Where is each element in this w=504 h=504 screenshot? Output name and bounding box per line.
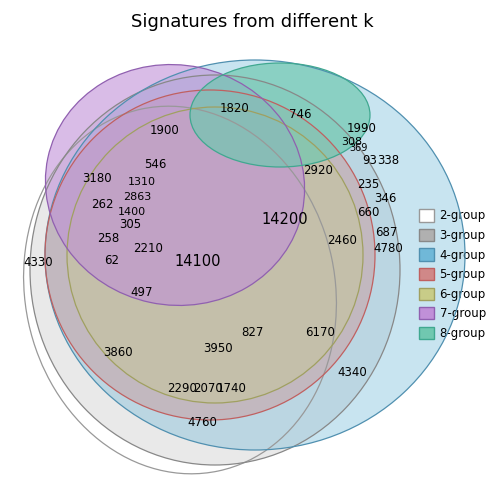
- Ellipse shape: [45, 90, 375, 420]
- Text: 3950: 3950: [203, 342, 233, 354]
- Text: 687: 687: [375, 225, 397, 238]
- Ellipse shape: [45, 60, 465, 450]
- Text: 305: 305: [119, 219, 141, 231]
- Text: 235: 235: [357, 178, 379, 192]
- Text: 746: 746: [289, 108, 311, 121]
- Text: 1400: 1400: [118, 207, 146, 217]
- Ellipse shape: [67, 107, 363, 403]
- Text: 2210: 2210: [133, 241, 163, 255]
- Text: 546: 546: [144, 158, 166, 171]
- Text: 308: 308: [341, 137, 362, 147]
- Text: 6170: 6170: [305, 326, 335, 339]
- Text: 1310: 1310: [128, 177, 156, 187]
- Text: 4780: 4780: [373, 241, 403, 255]
- Text: 338: 338: [377, 154, 399, 166]
- Text: 3180: 3180: [82, 171, 112, 184]
- Text: 4340: 4340: [337, 365, 367, 379]
- Text: 2070: 2070: [193, 382, 223, 395]
- Text: 2290: 2290: [167, 382, 197, 395]
- Text: 369: 369: [349, 143, 367, 153]
- Text: 1820: 1820: [220, 101, 250, 114]
- Text: 1990: 1990: [347, 121, 377, 135]
- Text: 1740: 1740: [217, 382, 247, 395]
- Text: 62: 62: [104, 254, 119, 267]
- Text: 497: 497: [131, 285, 153, 298]
- Text: 346: 346: [374, 192, 396, 205]
- Text: 14200: 14200: [262, 213, 308, 227]
- Text: 258: 258: [97, 231, 119, 244]
- Text: 827: 827: [241, 326, 263, 339]
- Text: 262: 262: [91, 199, 113, 212]
- Text: 14100: 14100: [175, 255, 221, 270]
- Text: 1900: 1900: [150, 123, 180, 137]
- Text: 4330: 4330: [23, 256, 53, 269]
- Text: 2920: 2920: [303, 163, 333, 176]
- Ellipse shape: [45, 65, 304, 305]
- Ellipse shape: [190, 63, 370, 167]
- Text: 660: 660: [357, 206, 379, 219]
- Legend: 2-group, 3-group, 4-group, 5-group, 6-group, 7-group, 8-group: 2-group, 3-group, 4-group, 5-group, 6-gr…: [416, 206, 489, 343]
- Text: 4760: 4760: [187, 415, 217, 428]
- Text: 3860: 3860: [103, 346, 133, 358]
- Text: 2863: 2863: [123, 192, 151, 202]
- Text: Signatures from different k: Signatures from different k: [131, 13, 373, 31]
- Text: 2460: 2460: [327, 233, 357, 246]
- Text: 93: 93: [362, 154, 377, 166]
- Ellipse shape: [30, 75, 400, 465]
